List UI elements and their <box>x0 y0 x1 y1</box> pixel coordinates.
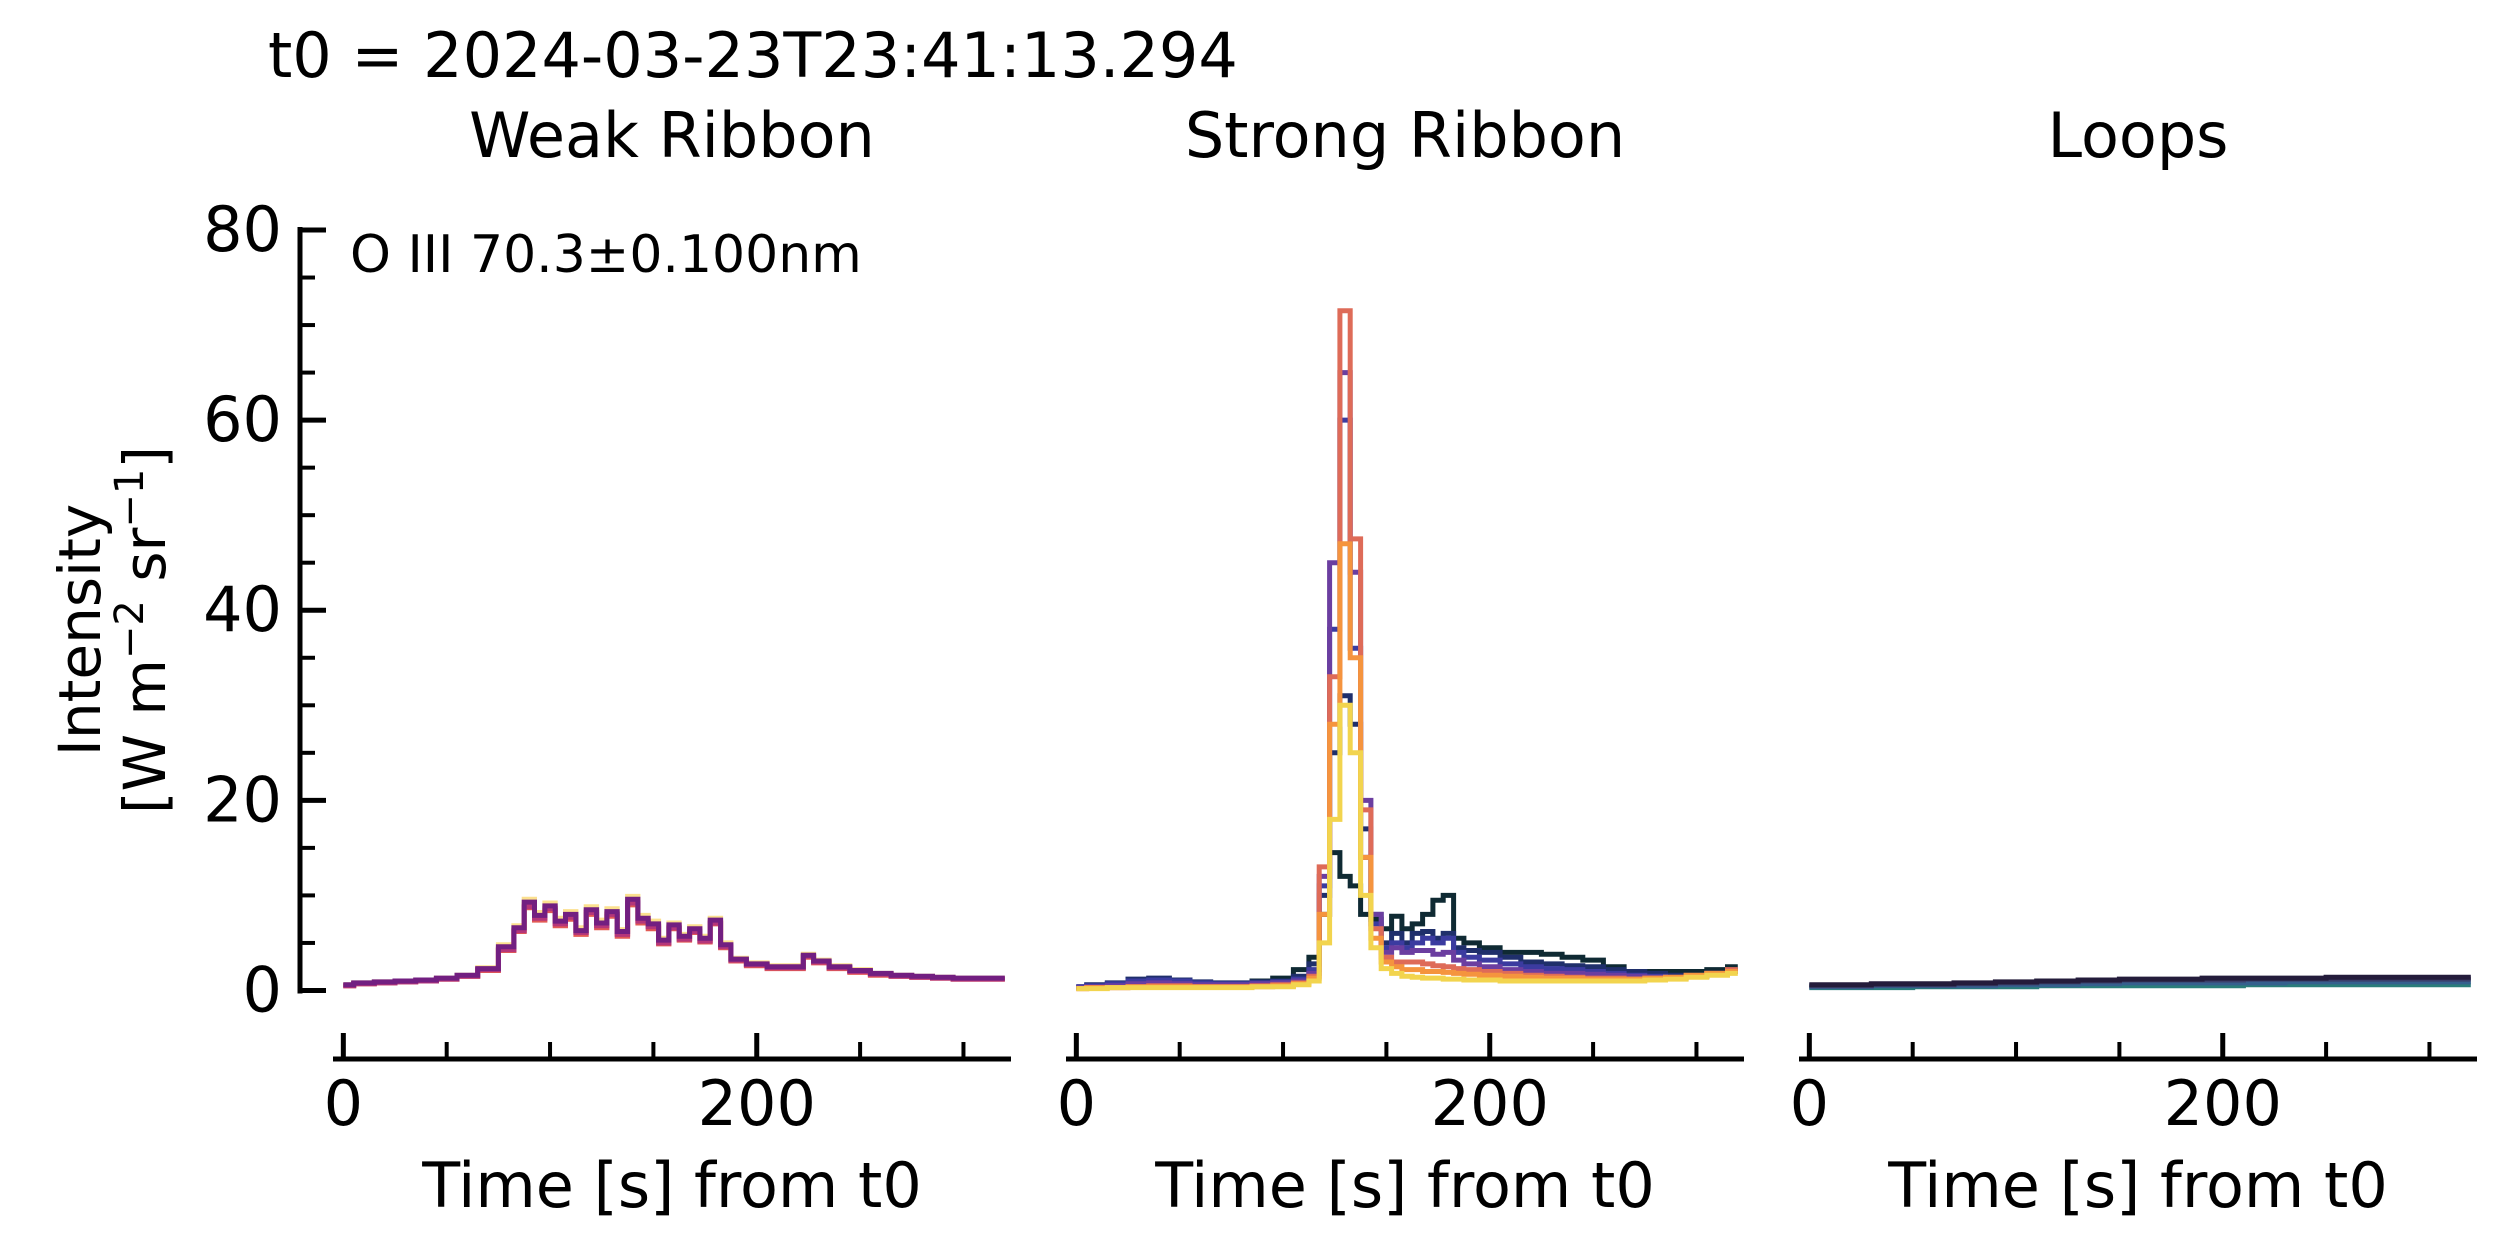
y-axis-label-line2: [W m−2 sr−1] <box>107 446 179 814</box>
panels: 0 20 40 60 80 O III 70.3±0.100nm Weak Ribbon 0 2… <box>203 99 2477 1222</box>
y-tick-label: 60 <box>203 383 282 456</box>
panel-title: Loops <box>2048 99 2229 172</box>
x-axis-label: Time [s] from t0 <box>1887 1149 2388 1222</box>
series-line <box>1076 693 1738 990</box>
panel-loops: Loops 0 200 Time [s] from t0 <box>1790 99 2477 1222</box>
y-axis-label-unit-b: sr <box>111 527 179 600</box>
x-tick-label: 200 <box>698 1067 816 1140</box>
panel-title: Weak Ribbon <box>469 99 875 172</box>
y-axis-label-exp-a: −2 <box>107 600 153 659</box>
series-line <box>1076 702 1738 992</box>
y-tick-label: 20 <box>203 763 282 836</box>
y-tick-label: 0 <box>243 953 282 1026</box>
x-tick-label: 0 <box>1057 1067 1096 1140</box>
y-axis-label-unit-a: [W m <box>111 659 179 814</box>
y-tick-label: 40 <box>203 573 282 646</box>
x-axis-label: Time [s] from t0 <box>1154 1149 1655 1222</box>
y-tick-label: 80 <box>203 193 282 266</box>
x-tick-label: 0 <box>324 1067 363 1140</box>
series-line <box>343 893 1005 988</box>
panel-title: Strong Ribbon <box>1185 99 1625 172</box>
panel-weak-ribbon: Weak Ribbon 0 200 Time [s] from t0 <box>324 99 1011 1222</box>
series-line <box>1076 370 1738 991</box>
y-axis-label: Intensity [W m−2 sr−1] <box>46 446 179 814</box>
x-axis: 0 200 Time [s] from t0 <box>1790 1033 2477 1222</box>
y-axis-label-end: ] <box>111 446 179 469</box>
x-tick-label: 0 <box>1790 1067 1829 1140</box>
wavelength-annotation: O III 70.3±0.100nm <box>350 225 862 285</box>
y-axis-label-exp-b: −1 <box>107 469 153 528</box>
x-axis-label: Time [s] from t0 <box>421 1149 922 1222</box>
x-axis: 0 200 Time [s] from t0 <box>1057 1033 1744 1222</box>
panel-strong-ribbon: Strong Ribbon 0 200 Time [s] from t0 <box>1057 99 1744 1222</box>
figure-suptitle: t0 = 2024-03-23T23:41:13.294 <box>268 19 1238 92</box>
series-line <box>1809 974 2471 988</box>
y-axis-label-line1: Intensity <box>46 504 114 756</box>
x-tick-label: 200 <box>1431 1067 1549 1140</box>
series-line <box>1076 541 1738 992</box>
series-line <box>1076 308 1738 992</box>
x-axis: 0 200 Time [s] from t0 <box>324 1033 1011 1222</box>
x-tick-label: 200 <box>2164 1067 2282 1140</box>
series-line <box>1076 417 1738 990</box>
series-line <box>343 896 1005 988</box>
y-axis: 0 20 40 60 80 <box>203 193 326 1026</box>
